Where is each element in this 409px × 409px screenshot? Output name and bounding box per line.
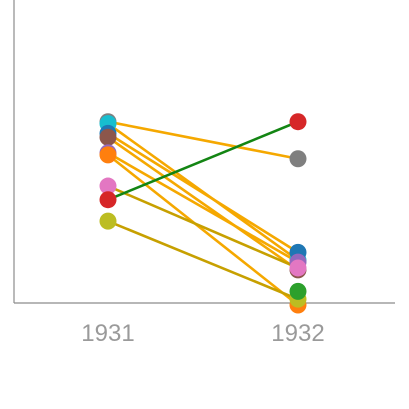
slope-line-7 xyxy=(107,120,299,201)
data-point-1932-6 xyxy=(289,259,307,277)
data-point-1932-9 xyxy=(289,282,307,300)
data-point-1931-6 xyxy=(99,177,117,195)
slope-line-3 xyxy=(107,136,299,271)
data-points xyxy=(99,113,307,314)
x-tick-label-1932: 1932 xyxy=(271,320,324,347)
data-point-1932-7 xyxy=(289,113,307,131)
x-tick-label-1931: 1931 xyxy=(81,320,134,347)
slope-line-4 xyxy=(107,151,299,264)
slope-line-8 xyxy=(107,219,299,301)
slope-lines xyxy=(107,120,299,307)
slope-line-5 xyxy=(107,153,299,307)
data-point-1931-8 xyxy=(99,212,117,230)
data-point-1931-7 xyxy=(99,191,117,209)
slope-line-0 xyxy=(107,120,299,161)
data-point-1931-3 xyxy=(99,128,117,146)
slope-line-6 xyxy=(107,184,299,270)
slope-line-2 xyxy=(107,132,299,254)
data-point-1931-5 xyxy=(99,146,117,164)
data-point-1932-0 xyxy=(289,150,307,168)
